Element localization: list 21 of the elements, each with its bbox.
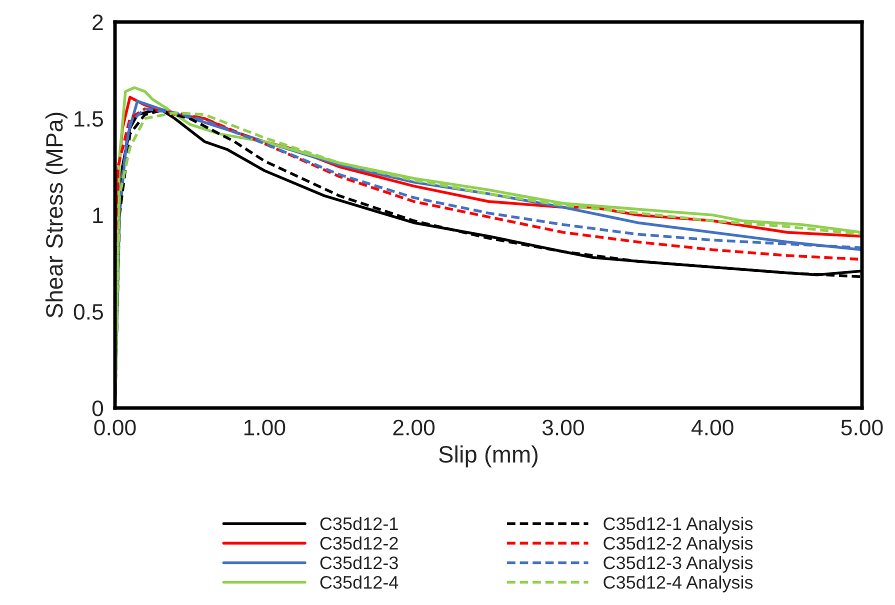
legend-label: C35d12-3 Analysis bbox=[604, 556, 753, 573]
legend-label: C35d12-1 Analysis bbox=[604, 516, 753, 534]
legend-label: C35d12-4 Analysis bbox=[604, 576, 753, 592]
y-tick-label: 1 bbox=[93, 208, 103, 224]
y-axis-title: Shear Stress (MPa) bbox=[45, 112, 68, 318]
legend-label: C35d12-3 bbox=[320, 556, 398, 570]
y-tick-label: 0 bbox=[92, 400, 104, 416]
x-tick-label: 2.00 bbox=[393, 420, 435, 436]
x-tick-label: 0.00 bbox=[94, 420, 136, 436]
x-tick-label: 5.00 bbox=[841, 420, 883, 436]
legend-label: C35d12-1 bbox=[320, 516, 398, 530]
y-tick-label: 1.5 bbox=[74, 111, 103, 127]
x-tick-label: 1.00 bbox=[244, 420, 286, 436]
legend-label: C35d12-4 bbox=[320, 576, 398, 589]
legend-label: C35d12-2 Analysis bbox=[604, 536, 753, 554]
x-tick-label: 4.00 bbox=[691, 420, 734, 436]
x-tick-label: 3.00 bbox=[542, 420, 584, 436]
x-axis-title: Slip (mm) bbox=[439, 445, 538, 468]
y-tick-label: 2 bbox=[92, 14, 103, 30]
legend-label: C35d12-2 bbox=[320, 536, 398, 550]
y-tick-label: 0.5 bbox=[74, 304, 103, 320]
